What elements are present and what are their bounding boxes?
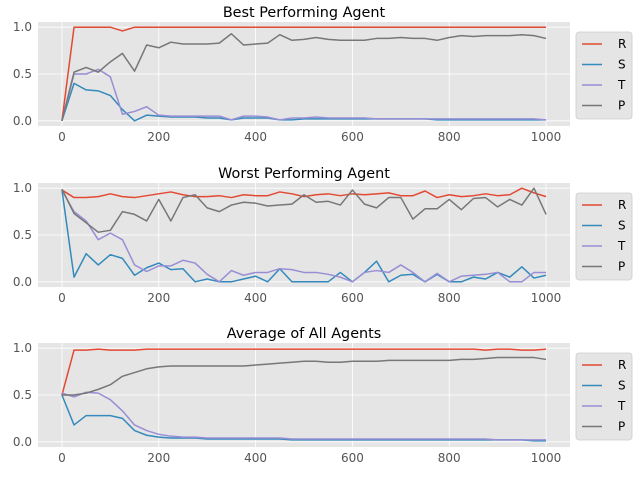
x-tick-label: 800 bbox=[438, 451, 461, 465]
legend-label-S: S bbox=[618, 58, 626, 72]
x-tick-label: 1000 bbox=[531, 291, 562, 305]
legend-label-P: P bbox=[618, 99, 625, 113]
series-line-P bbox=[61, 356, 547, 396]
chart-panel-3: 0 200 400 600 800 1000 0.0 0.5 1.0 Average of All… bbox=[13, 326, 633, 465]
chart-panel-2: 0 200 400 600 800 1000 0.0 0.5 1.0 Worst Performi… bbox=[13, 166, 633, 305]
x-tick-label: 400 bbox=[244, 451, 267, 465]
legend-label-R: R bbox=[618, 358, 626, 372]
x-tick-label: 0 bbox=[58, 451, 66, 465]
series-line-S bbox=[61, 394, 547, 442]
x-tick-label: 1000 bbox=[531, 130, 562, 144]
series-line-R bbox=[61, 187, 547, 199]
x-tick-label: 400 bbox=[244, 291, 267, 305]
legend-box bbox=[575, 192, 633, 281]
y-tick-label: 0.5 bbox=[13, 228, 32, 242]
series-line-S bbox=[61, 189, 547, 283]
chart-title: Average of All Agents bbox=[227, 326, 382, 342]
legend-box bbox=[575, 31, 633, 120]
legend-label-T: T bbox=[617, 239, 626, 253]
x-tick-label: 200 bbox=[147, 451, 170, 465]
legend-label-T: T bbox=[617, 399, 626, 413]
x-tick-label: 600 bbox=[341, 291, 364, 305]
y-tick-label: 1.0 bbox=[13, 20, 32, 34]
x-tick-label: 600 bbox=[341, 130, 364, 144]
x-tick-label: 0 bbox=[58, 130, 66, 144]
x-tick-label: 1000 bbox=[531, 451, 562, 465]
y-tick-label: 0.5 bbox=[13, 388, 32, 402]
y-tick-label: 0.0 bbox=[13, 114, 32, 128]
legend-label-T: T bbox=[617, 78, 626, 92]
legend-label-P: P bbox=[618, 260, 625, 274]
y-tick-label: 0.0 bbox=[13, 275, 32, 289]
x-tick-label: 800 bbox=[438, 291, 461, 305]
series-line-T bbox=[61, 189, 547, 283]
series-line-R bbox=[61, 26, 547, 121]
x-tick-label: 800 bbox=[438, 130, 461, 144]
y-tick-label: 0.0 bbox=[13, 435, 32, 449]
legend-label-R: R bbox=[618, 37, 626, 51]
series-line-P bbox=[61, 187, 547, 233]
series-line-T bbox=[61, 391, 547, 441]
y-tick-label: 0.5 bbox=[13, 67, 32, 81]
x-tick-label: 600 bbox=[341, 451, 364, 465]
x-tick-label: 0 bbox=[58, 291, 66, 305]
y-tick-label: 1.0 bbox=[13, 181, 32, 195]
chart-title: Best Performing Agent bbox=[223, 5, 386, 21]
series-line-T bbox=[61, 68, 547, 121]
series-line-P bbox=[61, 33, 547, 121]
x-tick-label: 400 bbox=[244, 130, 267, 144]
y-tick-label: 1.0 bbox=[13, 341, 32, 355]
chart-title: Worst Performing Agent bbox=[218, 166, 390, 182]
legend-label-S: S bbox=[618, 379, 626, 393]
legend-label-S: S bbox=[618, 219, 626, 233]
x-tick-label: 200 bbox=[147, 130, 170, 144]
chart-panel-1: 0 200 400 600 800 1000 0.0 0.5 1.0 Best Performin… bbox=[13, 5, 633, 144]
x-tick-label: 200 bbox=[147, 291, 170, 305]
series-line-R bbox=[61, 348, 547, 396]
legend-label-R: R bbox=[618, 198, 626, 212]
legend-box bbox=[575, 352, 633, 441]
legend-label-P: P bbox=[618, 420, 625, 434]
series-line-S bbox=[61, 82, 547, 122]
